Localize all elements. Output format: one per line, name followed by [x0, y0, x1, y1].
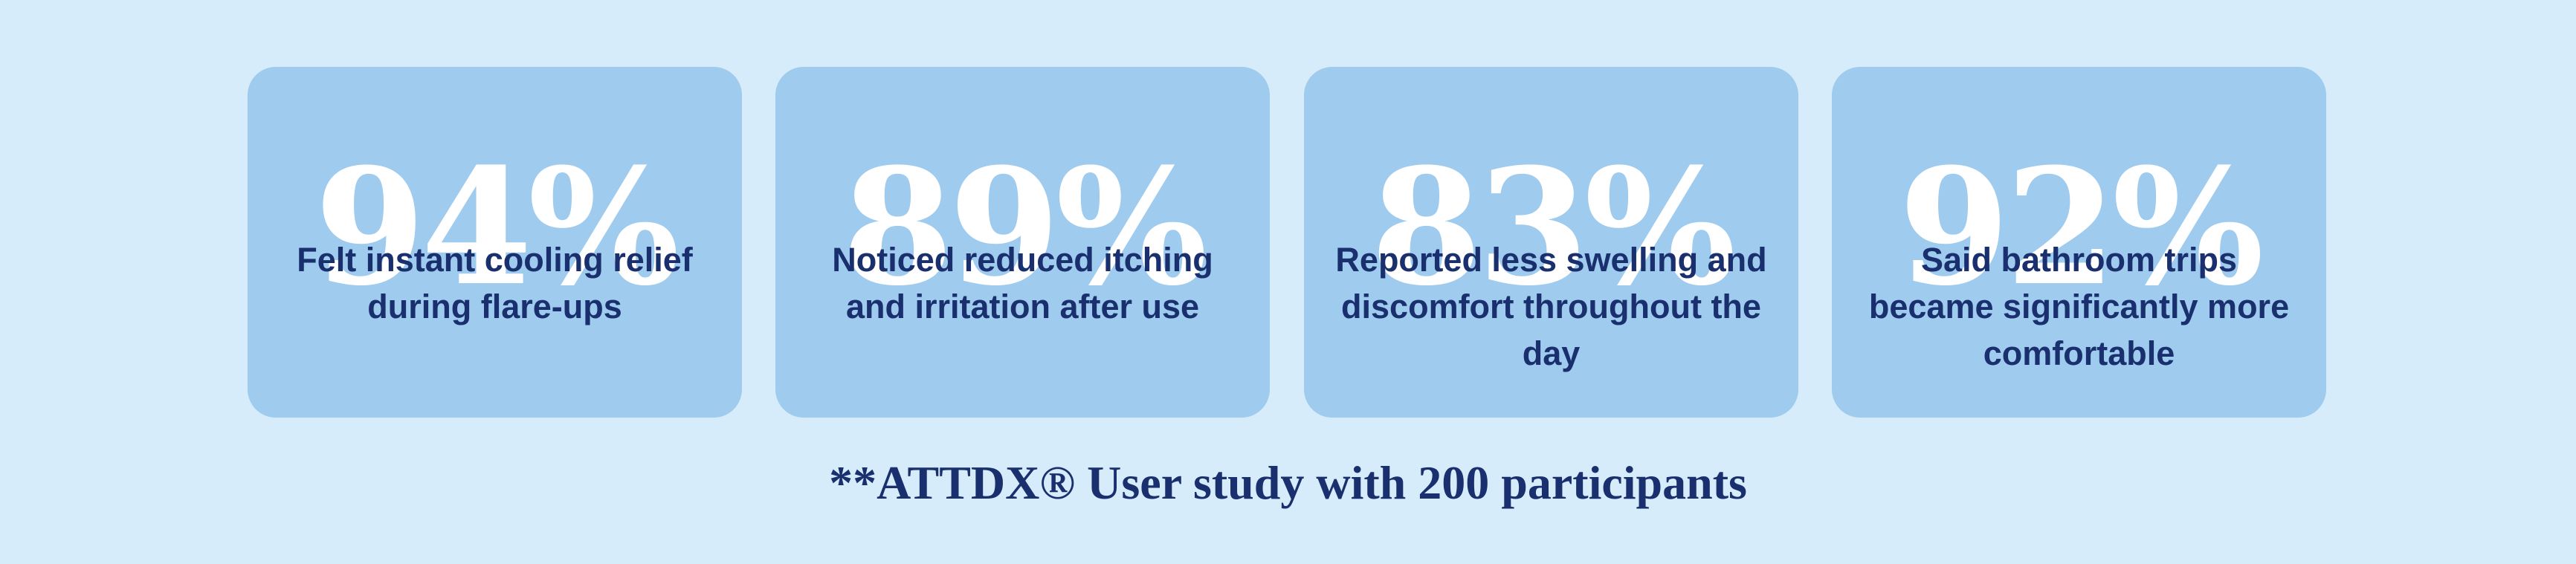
stat-value: 83%	[1370, 133, 1737, 321]
stat-description: Noticed reduced itching and irritation a…	[832, 241, 1213, 325]
stat-card: 92% Said bathroom trips became significa…	[1832, 67, 2326, 418]
stat-value: 89%	[842, 133, 1208, 321]
stat-description: Said bathroom trips became significantly…	[1868, 241, 2290, 372]
study-footnote: **ATTDX® User study with 200 participant…	[829, 456, 1747, 509]
stat-card: 89% Noticed reduced itching and irritati…	[775, 67, 1270, 418]
stat-description: Reported less swelling and discomfort th…	[1335, 241, 1767, 372]
stat-value: 92%	[1898, 133, 2265, 321]
stat-card: 83% Reported less swelling and discomfor…	[1304, 67, 1798, 418]
stat-card: 94% Felt instant cooling relief during f…	[248, 67, 742, 418]
stat-description: Felt instant cooling relief during flare…	[297, 241, 693, 325]
stat-value: 94%	[314, 133, 680, 321]
